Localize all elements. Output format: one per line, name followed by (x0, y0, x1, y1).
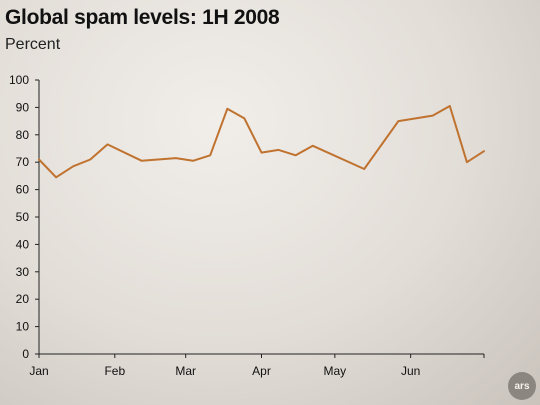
y-tick-label: 70 (16, 155, 30, 169)
y-tick-label: 100 (9, 73, 29, 87)
ars-logo: ars (508, 372, 536, 400)
x-tick-label: Apr (252, 364, 271, 378)
x-tick-label: Jan (29, 364, 48, 378)
x-tick-label: Jun (401, 364, 420, 378)
y-tick-label: 50 (16, 210, 30, 224)
chart-title: Global spam levels: 1H 2008 (5, 6, 280, 29)
y-tick-label: 20 (16, 292, 30, 306)
y-tick-label: 60 (16, 183, 30, 197)
y-tick-label: 10 (16, 320, 30, 334)
x-tick-label: Mar (175, 364, 196, 378)
x-tick-label: Feb (104, 364, 125, 378)
y-tick-label: 80 (16, 128, 30, 142)
chart-axes (35, 79, 485, 358)
y-tick-label: 30 (16, 265, 30, 279)
tick-labels: 0 10 20 30 40 50 60 70 80 90 100 Jan Feb Mar Apr May Jun (9, 73, 420, 378)
x-tick-label: May (324, 364, 347, 378)
spam-level-line (38, 105, 485, 179)
y-tick-label: 0 (22, 347, 29, 361)
y-tick-label: 90 (16, 100, 30, 114)
series-marks (38, 105, 485, 179)
y-tick-label: 40 (16, 237, 30, 251)
chart-subtitle: Percent (5, 36, 61, 53)
